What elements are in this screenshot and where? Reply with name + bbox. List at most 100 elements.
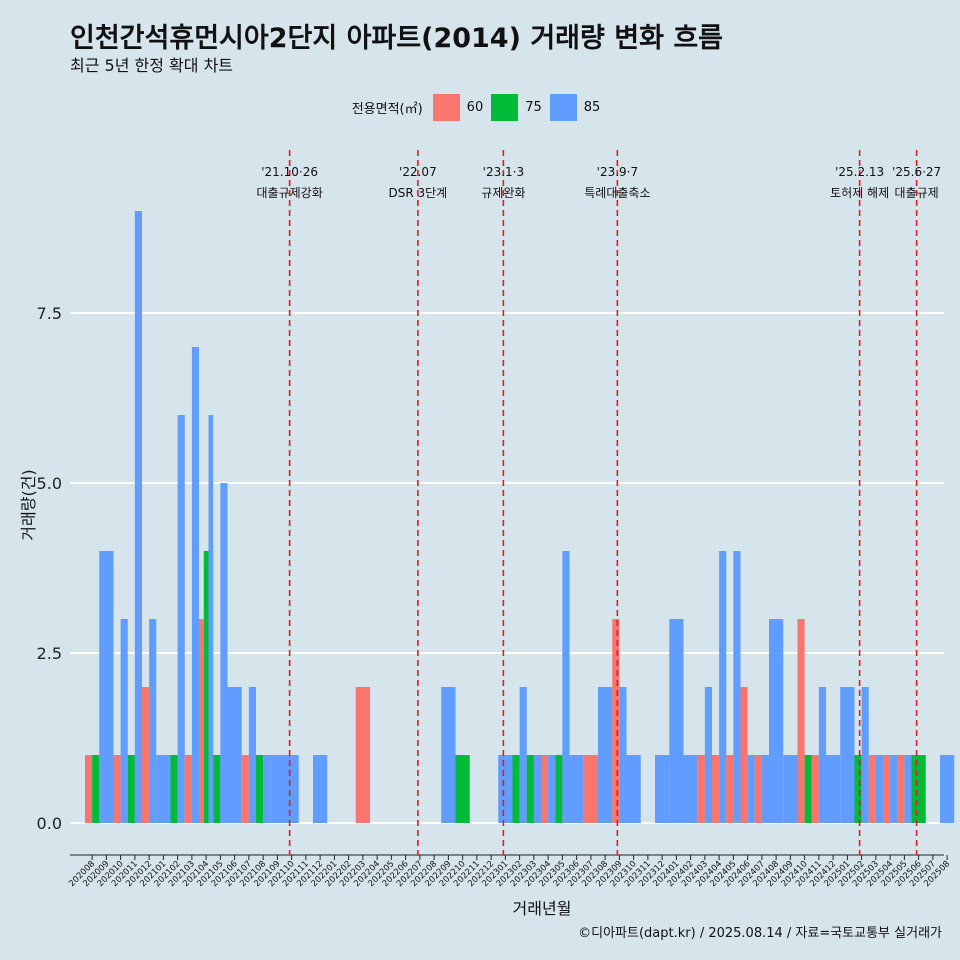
bar-75-202410: [804, 755, 812, 823]
y-axis-title: 거래량(건): [19, 469, 38, 540]
bar-75-202210: [455, 755, 470, 823]
bar-85-202401: [669, 619, 684, 823]
bar-85-202105: [220, 483, 228, 823]
bar-85-202406: [747, 755, 755, 823]
bar-60-202410: [797, 619, 805, 823]
bar-75-202302: [512, 755, 520, 823]
bar-85-202407: [761, 755, 769, 823]
policy-name-label: 토허제 해제: [830, 186, 889, 200]
policy-date-label: '25.2.13: [835, 165, 884, 179]
bar-60-202008: [85, 755, 93, 823]
bar-60-202104: [199, 619, 204, 823]
bar-85-202502: [861, 687, 869, 823]
bar-85-202310: [626, 755, 641, 823]
bar-85-202301: [498, 755, 513, 823]
bar-85-202101: [156, 755, 171, 823]
policy-name-label: DSR 3단계: [389, 186, 448, 200]
policy-date-label: '25.6·27: [892, 165, 941, 179]
bar-85-202011: [134, 211, 142, 823]
bar-85-202403: [704, 687, 712, 823]
bar-85-202408: [769, 619, 784, 823]
bar-85-202107: [248, 687, 256, 823]
legend-item-60: 60: [432, 93, 484, 121]
policy-name-label: 대출규제: [895, 186, 939, 200]
bar-60-202403: [697, 755, 705, 823]
legend-item-75: 75: [491, 93, 542, 121]
legend-title: 전용면적(㎡): [351, 101, 423, 117]
policy-name-label: 특례대출축소: [584, 186, 650, 200]
bar-85-202409: [783, 755, 798, 823]
bar-85-202503: [875, 755, 883, 823]
y-tick-label: 2.5: [37, 644, 62, 663]
bar-75-202305: [555, 755, 563, 823]
legend-label-60: 60: [466, 99, 484, 115]
chart-title: 인천간석휴먼시아2단지 아파트(2014) 거래량 변화 흐름: [70, 23, 724, 54]
policy-date-label: '21.10·26: [261, 165, 318, 179]
bar-75-202506: [911, 755, 926, 823]
legend: 전용면적(㎡) 60 75 85: [0, 92, 960, 122]
y-tick-label: 0.0: [37, 814, 62, 833]
bar-60-202107: [241, 755, 249, 823]
legend-label-75: 75: [525, 99, 542, 115]
chart-subtitle: 최근 5년 한정 확대 차트: [70, 56, 234, 75]
legend-item-85: 85: [549, 93, 601, 121]
bar-60-202504: [883, 755, 891, 823]
bar-60-202411: [811, 755, 819, 823]
bar-85-202103: [191, 347, 199, 823]
bar-60-202406: [740, 687, 748, 823]
policy-date-label: '22.07: [399, 165, 437, 179]
bar-60-202010: [113, 755, 121, 823]
bar-85-202505: [904, 755, 912, 823]
y-tick-label: 5.0: [37, 474, 62, 493]
bar-85-202209: [441, 687, 456, 823]
bar-85-202411: [818, 687, 826, 823]
bar-85-202312: [655, 755, 670, 823]
bar-85-202012: [149, 619, 157, 823]
bar-85-202304: [548, 755, 556, 823]
bar-75-202102: [170, 755, 178, 823]
bar-85-202302: [519, 687, 527, 823]
bar-75-202303: [526, 755, 534, 823]
policy-date-label: '23.1·3: [483, 165, 524, 179]
bar-85-202404: [719, 551, 727, 823]
policy-name-label: 대출규제강화: [257, 186, 323, 200]
bar-75-202502: [854, 755, 862, 823]
bar-85-202104: [208, 415, 214, 823]
bar-85-202412: [826, 755, 841, 823]
legend-swatch-60: [432, 93, 460, 121]
bar-85-202504: [890, 755, 898, 823]
policy-date-label: '23.9·7: [597, 165, 638, 179]
bar-85-202308: [598, 687, 613, 823]
bar-85-202010: [120, 619, 128, 823]
bar-85-202501: [840, 687, 855, 823]
bar-75-202105: [213, 755, 221, 823]
policy-name-label: 규제완화: [481, 186, 525, 200]
x-axis-title: 거래년월: [513, 899, 572, 918]
bar-60-202304: [541, 755, 549, 823]
bar-75-202008: [92, 755, 100, 823]
bar-85-202306: [569, 755, 584, 823]
legend-swatch-85: [549, 93, 577, 121]
bar-60-202307: [583, 755, 598, 823]
bar-60-202203: [355, 687, 370, 823]
bar-85-202405: [733, 551, 741, 823]
bar-60-202404: [712, 755, 720, 823]
bar-85-202303: [533, 755, 541, 823]
bar-60-202012: [142, 687, 150, 823]
bar-85-202102: [177, 415, 185, 823]
source-caption: ©디아파트(dapt.kr) / 2025.08.14 / 자료=국토교통부 실…: [578, 926, 942, 941]
bar-85-202110: [284, 755, 299, 823]
bar-85-202305: [562, 551, 570, 823]
legend-swatch-75: [491, 93, 519, 121]
bar-85-202112: [313, 755, 328, 823]
bar-85-202109: [270, 755, 285, 823]
bar-85-202108: [263, 755, 271, 823]
y-tick-label: 7.5: [37, 304, 62, 323]
bar-60-202309: [612, 619, 620, 823]
bar-60-202407: [754, 755, 762, 823]
bar-60-202405: [726, 755, 734, 823]
bar-85-202309: [619, 687, 627, 823]
legend-label-85: 85: [583, 99, 601, 115]
bar-75-202108: [256, 755, 264, 823]
